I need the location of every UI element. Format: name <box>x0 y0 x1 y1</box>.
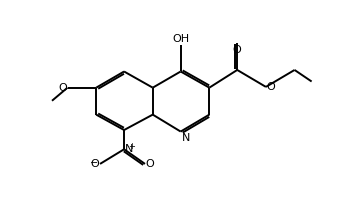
Text: O: O <box>58 83 67 93</box>
Text: OH: OH <box>172 34 189 44</box>
Text: O: O <box>267 82 275 92</box>
Text: O: O <box>91 159 99 169</box>
Text: O: O <box>146 159 155 169</box>
Text: O: O <box>233 45 241 55</box>
Text: N: N <box>182 133 190 143</box>
Text: +: + <box>129 142 135 151</box>
Text: N: N <box>125 144 133 154</box>
Text: −: − <box>90 158 98 168</box>
